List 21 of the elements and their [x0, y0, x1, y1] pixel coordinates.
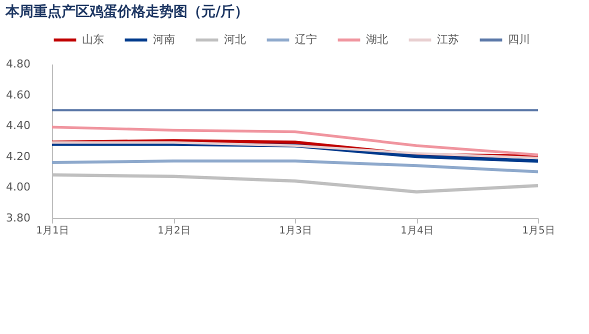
y-tick-label: 4.60: [6, 88, 30, 102]
x-tick-label: 1月3日: [279, 226, 312, 236]
y-tick-label: 4.80: [6, 58, 30, 70]
line-series: [50, 126, 540, 156]
y-tick-label: 3.80: [6, 212, 30, 224]
legend-label: 河南: [153, 33, 175, 46]
legend-label: 四川: [508, 33, 530, 46]
x-tick-label: 1月2日: [158, 226, 190, 236]
chart-title: 本周重点产区鸡蛋价格走势图（元/斤）: [4, 3, 249, 20]
legend-label: 辽宁: [295, 33, 317, 46]
y-tick-label: 4.00: [6, 180, 30, 194]
legend-label: 河北: [224, 33, 246, 46]
line-series: [50, 160, 540, 174]
x-tick-label: 1月5日: [522, 226, 555, 236]
x-tick-label: 1月1日: [36, 226, 69, 236]
x-tick-label: 1月4日: [400, 226, 434, 236]
legend-label: 江苏: [437, 33, 459, 46]
y-tick-label: 4.20: [6, 150, 30, 163]
legend-label: 湖北: [366, 33, 388, 46]
legend-label: 山东: [82, 33, 104, 46]
y-tick-label: 4.40: [6, 119, 30, 132]
